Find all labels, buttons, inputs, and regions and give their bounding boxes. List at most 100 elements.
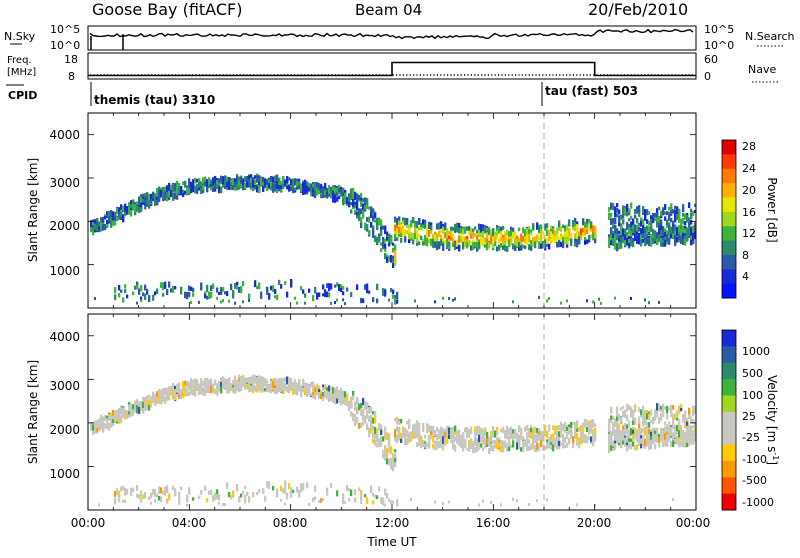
power-echo-cell bbox=[232, 178, 235, 186]
velocity-echo-cell bbox=[338, 391, 341, 396]
velocity-echo-cell bbox=[556, 430, 559, 438]
velocity-echo-cell bbox=[684, 437, 687, 445]
power-echo-cell bbox=[560, 301, 562, 305]
velocity-echo-cell bbox=[298, 380, 301, 387]
velocity-echo-cell bbox=[408, 422, 411, 429]
velocity-echo-cell bbox=[136, 493, 139, 498]
power-echo-cell bbox=[514, 230, 517, 238]
velocity-cbar-title-end: ] bbox=[765, 460, 779, 465]
noise-left-tick: 10^0 bbox=[50, 39, 80, 52]
velocity-echo-cell bbox=[262, 383, 265, 389]
velocity-echo-cell bbox=[654, 414, 657, 419]
power-echo-cell bbox=[566, 299, 568, 303]
velocity-echo-cell bbox=[514, 435, 517, 439]
velocity-echo-cell bbox=[476, 437, 479, 446]
velocity-echo-cell bbox=[662, 411, 665, 416]
power-echo-cell bbox=[228, 299, 230, 303]
velocity-echo-cell bbox=[334, 391, 337, 398]
velocity-echo-cell bbox=[492, 440, 495, 444]
power-echo-cell bbox=[446, 238, 449, 245]
velocity-echo-cell bbox=[366, 423, 369, 431]
power-echo-cell bbox=[676, 227, 679, 231]
power-echo-cell bbox=[254, 175, 257, 179]
power-echo-cell bbox=[370, 209, 373, 213]
power-echo-cell bbox=[392, 262, 395, 268]
power-echo-cell bbox=[504, 239, 507, 247]
velocity-echo-cell bbox=[282, 378, 285, 382]
velocity-echo-cell bbox=[478, 441, 481, 448]
power-echo-cell bbox=[684, 226, 687, 234]
power-range-ticks: 4000 3000 2000 1000 bbox=[49, 128, 80, 278]
power-echo-cell bbox=[320, 188, 323, 194]
velocity-echo-cell bbox=[252, 492, 255, 498]
velocity-echo-cell bbox=[174, 389, 177, 396]
velocity-echo-cell bbox=[454, 445, 457, 452]
power-echo-cell bbox=[476, 244, 479, 248]
power-echo-cell bbox=[138, 196, 141, 204]
power-echo-cell bbox=[388, 256, 391, 261]
velocity-echo-cell bbox=[220, 382, 223, 390]
velocity-echo-cell bbox=[416, 420, 419, 428]
velocity-echo-cell bbox=[264, 388, 267, 392]
velocity-echo-cell bbox=[624, 412, 627, 418]
velocity-echo-cell bbox=[376, 436, 379, 442]
velocity-echo-cell bbox=[476, 444, 479, 453]
velocity-echo-cell bbox=[386, 455, 389, 460]
power-echo-cell bbox=[356, 284, 359, 291]
velocity-echo-cell bbox=[354, 418, 357, 426]
power-echo-cell bbox=[692, 232, 695, 241]
power-echo-cell bbox=[624, 207, 627, 215]
velocity-echo-cell bbox=[292, 387, 295, 395]
velocity-echo-cell bbox=[518, 434, 521, 442]
power-echo-cell bbox=[632, 239, 635, 248]
velocity-echo-cell bbox=[580, 425, 583, 431]
velocity-echo-cell bbox=[396, 438, 399, 443]
velocity-echo-cell bbox=[452, 426, 455, 432]
power-echo-cell bbox=[402, 220, 405, 225]
velocity-echo-cell bbox=[414, 433, 417, 438]
power-echo-cell bbox=[662, 208, 665, 215]
velocity-echo-cell bbox=[256, 492, 259, 496]
power-echo-cell bbox=[466, 237, 469, 245]
power-echo-cell bbox=[588, 234, 591, 241]
velocity-echo-cell bbox=[658, 434, 661, 438]
velocity-echo-cell bbox=[358, 404, 361, 410]
power-echo-cell bbox=[524, 238, 527, 243]
velocity-colorbar bbox=[721, 329, 737, 511]
velocity-echo-cell bbox=[516, 432, 519, 441]
velocity-echo-cell bbox=[562, 424, 565, 432]
velocity-cbar-tick: 100 bbox=[742, 389, 763, 402]
power-echo-cell bbox=[454, 242, 457, 250]
velocity-echo-cell bbox=[358, 487, 361, 491]
velocity-echo-cell bbox=[628, 404, 631, 411]
velocity-echo-cell bbox=[630, 406, 633, 413]
velocity-echo-cell bbox=[324, 391, 327, 398]
power-echo-cell bbox=[200, 282, 203, 291]
power-echo-cell bbox=[502, 235, 505, 244]
velocity-echo-cell bbox=[474, 426, 477, 433]
power-echo-cell bbox=[622, 210, 625, 215]
power-echo-cell bbox=[338, 188, 341, 193]
power-echo-cell bbox=[394, 253, 397, 261]
velocity-echo-cell bbox=[224, 384, 227, 388]
velocity-echo-cell bbox=[444, 429, 447, 433]
power-echo-cell bbox=[430, 222, 433, 228]
velocity-echo-cell bbox=[272, 485, 275, 491]
power-echo-cell bbox=[682, 212, 685, 217]
velocity-echo-cell bbox=[484, 428, 487, 432]
velocity-echo-cell bbox=[328, 385, 331, 392]
velocity-echo-cell bbox=[508, 427, 511, 436]
power-echo-cell bbox=[626, 209, 629, 217]
power-echo-cell bbox=[168, 196, 171, 201]
velocity-echo-cell bbox=[354, 414, 357, 418]
velocity-echo-cell bbox=[290, 487, 293, 491]
power-echo-cell bbox=[656, 220, 659, 228]
power-echo-cell bbox=[248, 293, 251, 300]
power-echo-cell bbox=[448, 241, 451, 246]
power-echo-cell bbox=[414, 299, 416, 303]
power-echo-cell bbox=[670, 217, 673, 223]
velocity-echo-cell bbox=[640, 433, 643, 440]
velocity-echo-cell bbox=[262, 378, 265, 383]
power-echo-cell bbox=[216, 179, 219, 186]
power-echo-cell bbox=[458, 235, 461, 243]
